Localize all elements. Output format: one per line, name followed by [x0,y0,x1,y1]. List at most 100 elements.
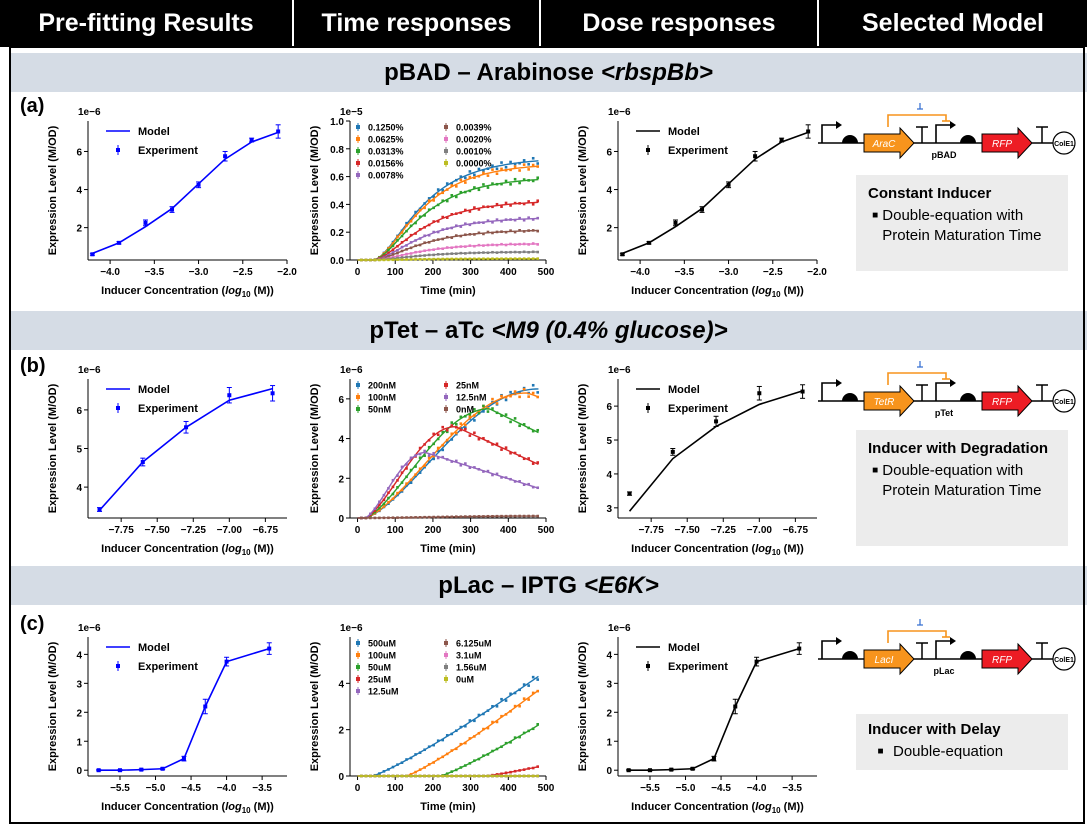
x-axis-label: Inducer Concentration (log10 (M)) [631,285,804,299]
y-tick-label: 0.4 [330,200,344,211]
series-point [513,177,517,181]
x-axis-label: Time (min) [420,801,476,813]
repressor-cds-icon [863,384,915,418]
series-point [414,254,417,258]
series-point [536,765,540,768]
series-point [391,251,395,254]
series-line [357,425,539,519]
series-point [464,181,467,184]
series-point [495,720,499,724]
circuit-svg: AraC pBAD RFP ColE1 [818,103,1076,160]
promoter-icon [821,640,836,659]
legend-label: 0.0625% [368,135,404,145]
x-tick-label: −4.0 [630,267,650,278]
series-point [527,257,530,260]
series-point [418,243,422,247]
series-point [500,448,503,451]
series-point [504,771,508,775]
series-point [418,471,422,474]
series-point [369,258,372,262]
series-point [436,757,440,761]
series-point [391,255,395,259]
series-point [473,719,476,723]
model-line [628,647,800,772]
y-tick-label: 0 [606,766,612,777]
legend-label: 100nM [368,393,396,403]
series-point [373,774,377,778]
series-point [504,713,508,716]
legend-swatch [356,125,360,129]
series-point [432,199,435,202]
legend-swatch [356,395,360,399]
series-point [513,201,517,205]
series-point [491,164,494,168]
series-point [468,737,472,740]
series-point [418,257,422,261]
series-point [477,713,481,717]
y-axis-label: Expression Level (M/OD) [309,641,321,771]
series-point [414,473,417,476]
series-point [432,442,435,446]
series-point [405,255,408,259]
series-point [391,242,395,245]
y-axis-label: Expression Level (M/OD) [577,641,589,771]
series-point [418,228,422,231]
reporter-label: RFP [992,397,1012,408]
series-point [441,247,445,251]
series-point [445,199,449,203]
series-point [495,514,499,518]
series-point [486,243,490,247]
promoter-label: pLac [933,666,954,676]
series-point [418,208,422,212]
series-point [473,419,476,422]
series-point [396,479,399,482]
series-point [509,770,512,774]
experiment-point [733,704,738,709]
series-point [468,175,472,179]
series-point [482,169,485,172]
x-tick-label: −5.5 [110,783,130,794]
legend-label: 25uM [368,675,391,685]
series-point [418,467,422,471]
series-point [477,411,481,415]
series-point [509,242,512,246]
series-point [527,200,530,203]
y-axis-label: Expression Level (M/OD) [47,641,59,771]
series-point [418,768,422,771]
series-point [445,428,449,432]
series-point [500,476,503,479]
series-point [418,215,422,218]
series-point [504,243,508,247]
series-point [495,402,499,405]
series-point [513,774,517,778]
series-point [459,175,463,178]
series-point [414,516,417,519]
series-point [477,221,481,224]
series-point [387,487,390,490]
legend-experiment-label: Experiment [668,403,728,415]
experiment-point [646,240,651,245]
series-point [513,257,517,260]
series-point [391,244,395,248]
series-point [409,481,413,485]
band-c-strain: <E6K> [583,571,659,599]
series-point [536,723,540,726]
legend-swatch [444,407,448,411]
y-axis-label: Expression Level (M/OD) [577,125,589,255]
series-point [482,251,485,254]
x-tick-label: −3.5 [674,267,694,278]
series-point [414,239,417,242]
origin-label: ColE1 [1054,657,1074,664]
series-point [531,727,535,731]
x-axis-label: Time (min) [420,543,476,555]
series-point [473,466,476,469]
series-point [491,774,494,778]
series-point [391,485,395,489]
series-point [531,250,535,254]
series-point [427,774,431,778]
series-point [527,163,530,166]
series-point [454,431,458,435]
series-point [531,156,535,160]
experiment-point [700,207,705,212]
series-point [477,774,481,778]
